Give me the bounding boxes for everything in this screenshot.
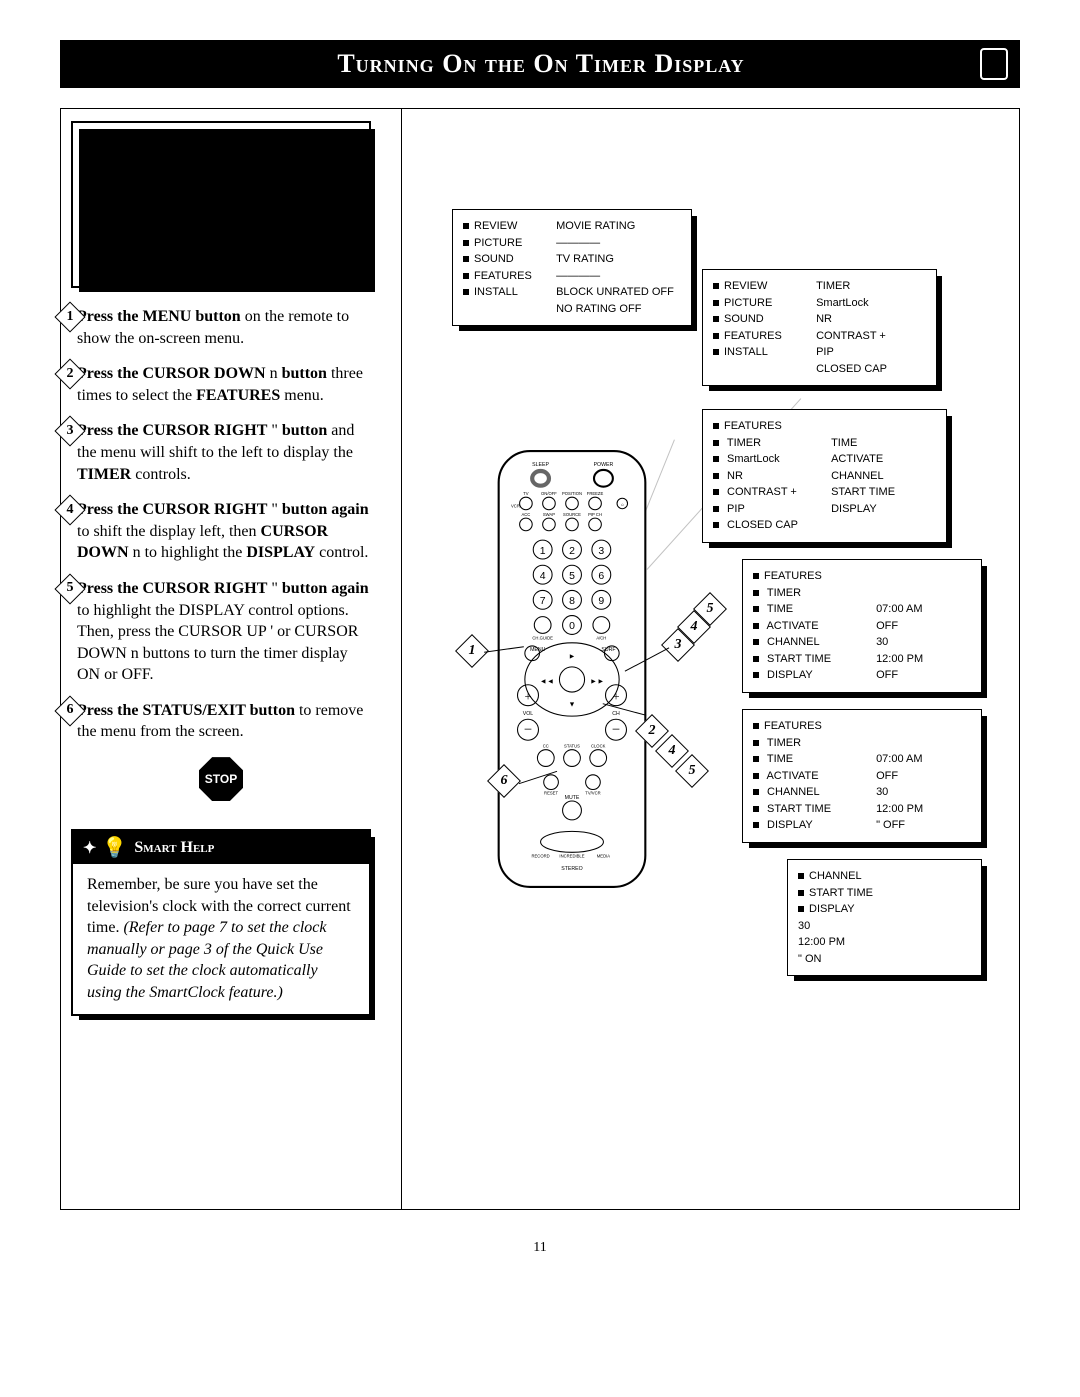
osd5-left: FEATURES TIMER TIME ACTIVATE CHANNEL STA… (753, 718, 873, 834)
svg-text:►: ► (568, 652, 575, 661)
svg-text:7: 7 (540, 596, 546, 607)
svg-text:PIP CH: PIP CH (588, 512, 602, 517)
svg-text:◄◄: ◄◄ (540, 677, 555, 686)
remote-diagram: SLEEP POWER TV ON/OFF POSITION FREEZE ○ … (462, 449, 682, 889)
step-6: 6Press the STATUS/EXIT button to remove … (71, 700, 371, 743)
svg-text:9: 9 (598, 596, 604, 607)
svg-text:−: − (524, 722, 532, 738)
svg-text:SURF: SURF (601, 647, 615, 653)
svg-text:−: − (612, 722, 620, 738)
osd3-right: TIMEACTIVATECHANNELSTART TIMEDISPLAY (831, 418, 926, 534)
osd-menu-6: CHANNELSTART TIMEDISPLAY 3012:00 PM" ON (787, 859, 982, 976)
svg-text:MEDIA: MEDIA (597, 854, 610, 859)
osd-menu-5: FEATURES TIMER TIME ACTIVATE CHANNEL STA… (742, 709, 982, 843)
svg-text:2: 2 (569, 546, 575, 557)
begin-badge: BEGIN (184, 247, 259, 266)
callout-5-b: 5 (680, 759, 704, 783)
svg-text:8: 8 (569, 596, 575, 607)
osd-menu-4: FEATURES TIMER TIME ACTIVATE CHANNEL STA… (742, 559, 982, 693)
svg-text:0: 0 (569, 621, 575, 632)
svg-text:VCR: VCR (511, 504, 520, 509)
osd2-left: REVIEWPICTURESOUNDFEATURESINSTALL (713, 278, 813, 361)
svg-text:RECORD: RECORD (531, 854, 549, 859)
page-number: 11 (60, 1240, 1020, 1256)
osd4-left: FEATURES TIMER TIME ACTIVATE CHANNEL STA… (753, 568, 873, 684)
callout-5-a: 5 (698, 597, 722, 621)
svg-text:SLEEP: SLEEP (532, 462, 549, 468)
osd1-left: REVIEWPICTURESOUNDFEATURESINSTALL (463, 218, 553, 301)
svg-text:TV: TV (523, 491, 529, 496)
svg-text:POWER: POWER (594, 462, 614, 468)
svg-text:STEREO: STEREO (561, 866, 582, 872)
svg-text:RESET: RESET (544, 791, 558, 796)
osd6-left: CHANNELSTART TIMEDISPLAY (798, 868, 898, 918)
callout-6: 6 (492, 769, 516, 793)
osd6-right: 3012:00 PM" ON (798, 918, 868, 968)
left-column: Once the television clock has been set, … (61, 109, 381, 1209)
svg-text:A/CH: A/CH (596, 636, 606, 641)
svg-text:3: 3 (598, 546, 604, 557)
step-1: 1Press the MENU button on the remote to … (71, 306, 371, 349)
svg-text:▼: ▼ (568, 700, 575, 709)
osd-menu-3: FEATURES TIMER SmartLock NR CONTRAST + P… (702, 409, 947, 543)
osd4-right: 07:00 AMOFF3012:00 PMOFF (876, 568, 956, 684)
svg-text:►►: ►► (590, 677, 605, 686)
step-3: 3Press the CURSOR RIGHT " button and the… (71, 420, 371, 485)
svg-text:SOURCE: SOURCE (563, 512, 581, 517)
svg-text:CH: CH (612, 711, 620, 717)
header-band: Turning On the On Timer Display (60, 40, 1020, 88)
step-4: 4Press the CURSOR RIGHT " button again t… (71, 499, 371, 564)
svg-text:ACC: ACC (521, 512, 530, 517)
right-column: REVIEWPICTURESOUNDFEATURESINSTALL MOVIE … (401, 109, 1019, 1209)
svg-text:SWAP: SWAP (543, 512, 555, 517)
smart-help-header: ✦ 💡 Smart Help (73, 831, 369, 864)
svg-text:1: 1 (540, 546, 546, 557)
svg-text:FREEZE: FREEZE (587, 491, 604, 496)
step-5: 5Press the CURSOR RIGHT " button again t… (71, 578, 371, 686)
steps-list: 1Press the MENU button on the remote to … (71, 306, 371, 743)
svg-text:POSITION: POSITION (562, 491, 582, 496)
intro-box: Once the television clock has been set, … (71, 121, 371, 288)
step-2: 2Press the CURSOR DOWN n button three ti… (71, 363, 371, 406)
smart-help-body: Remember, be sure you have set the telev… (73, 864, 369, 1014)
smart-help-box: ✦ 💡 Smart Help Remember, be sure you hav… (71, 829, 371, 1016)
osd2-right: TIMERSmartLockNRCONTRAST +PIPCLOSED CAP (816, 278, 896, 377)
svg-text:CLOCK: CLOCK (591, 744, 606, 749)
dropcap: O (87, 135, 113, 166)
svg-text:5: 5 (569, 571, 575, 582)
svg-text:○: ○ (621, 503, 624, 509)
svg-text:ON/OFF: ON/OFF (541, 491, 557, 496)
osd-menu-2: REVIEWPICTURESOUNDFEATURESINSTALL TIMERS… (702, 269, 937, 386)
svg-text:+: + (524, 689, 531, 703)
svg-text:TV/VCR: TV/VCR (585, 791, 600, 796)
smart-help-title: Smart Help (134, 839, 214, 857)
svg-text:INCREDIBLE: INCREDIBLE (559, 854, 584, 859)
header-page-icon (980, 48, 1008, 80)
svg-text:CH.GUIDE: CH.GUIDE (532, 636, 553, 641)
callout-1: 1 (460, 639, 484, 663)
stop-badge: STOP (199, 757, 243, 801)
svg-text:VOL: VOL (523, 711, 534, 717)
main-layout: Once the television clock has been set, … (60, 108, 1020, 1210)
intro-text: Once the television clock has been set, … (87, 135, 355, 239)
page-title: Turning On the On Timer Display (337, 49, 744, 79)
svg-text:CC: CC (543, 744, 549, 749)
osd5-right: 07:00 AMOFF3012:00 PM" OFF (876, 718, 956, 834)
svg-text:4: 4 (540, 571, 546, 582)
svg-text:MUTE: MUTE (565, 795, 580, 801)
lightbulb-icon: 💡 (102, 835, 126, 860)
svg-text:STATUS: STATUS (564, 744, 580, 749)
svg-text:+: + (612, 689, 619, 703)
osd-menu-1: REVIEWPICTURESOUNDFEATURESINSTALL MOVIE … (452, 209, 692, 326)
osd3-left: FEATURES TIMER SmartLock NR CONTRAST + P… (713, 418, 828, 534)
osd1-right: MOVIE RATING————TV RATING————BLOCK UNRAT… (556, 218, 676, 317)
svg-text:6: 6 (598, 571, 604, 582)
